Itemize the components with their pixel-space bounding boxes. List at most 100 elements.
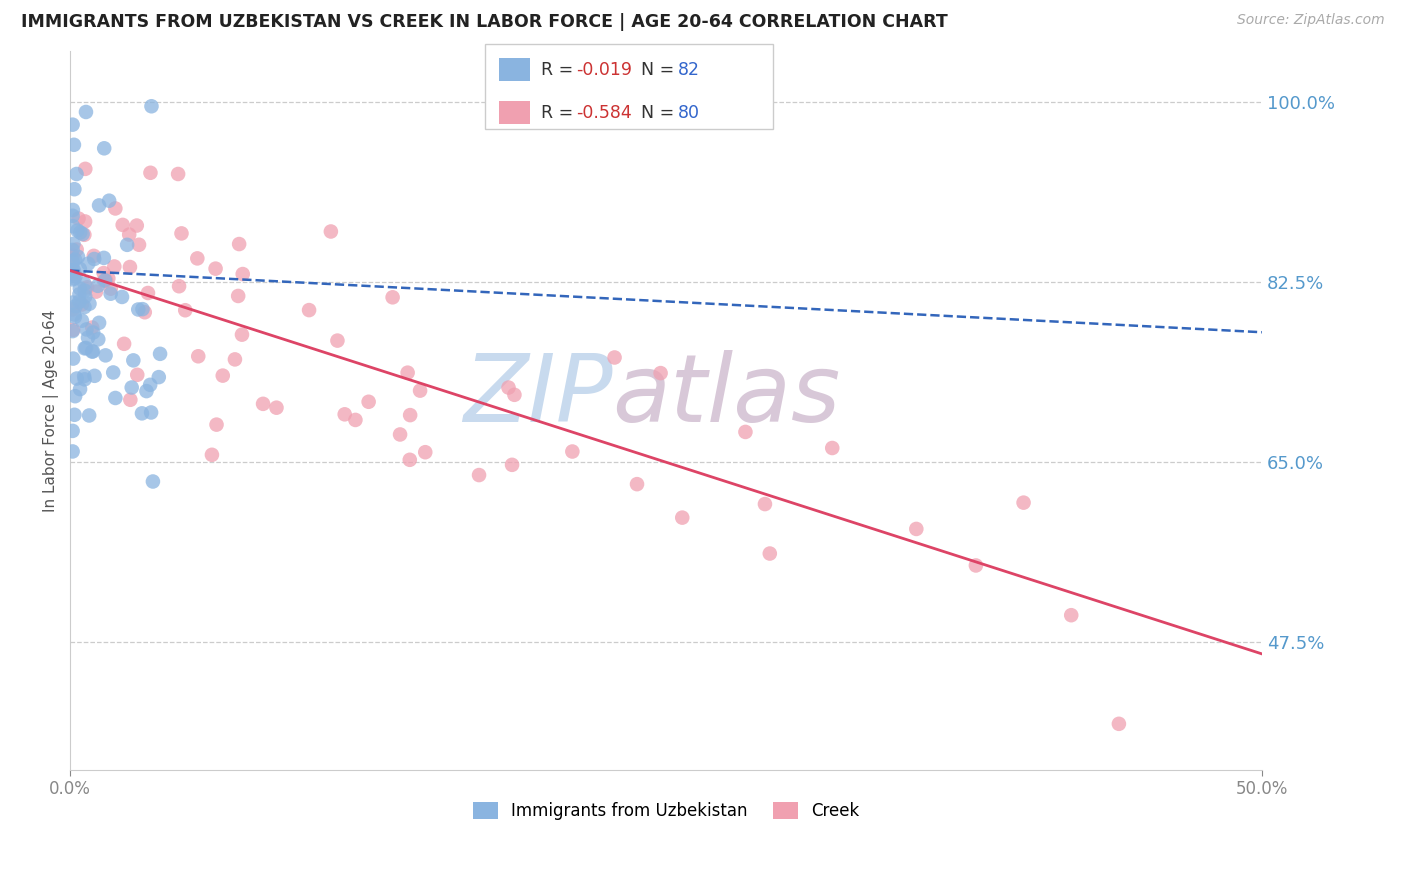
Point bbox=[111, 290, 134, 304]
Point bbox=[118, 227, 141, 242]
Point bbox=[62, 263, 84, 277]
Text: Source: ZipAtlas.com: Source: ZipAtlas.com bbox=[1237, 13, 1385, 28]
Point bbox=[103, 366, 125, 380]
Point bbox=[73, 284, 96, 298]
Point bbox=[84, 285, 107, 299]
Point bbox=[72, 227, 94, 241]
Point bbox=[115, 237, 138, 252]
Point bbox=[67, 294, 90, 309]
Point bbox=[62, 118, 84, 132]
Point bbox=[167, 279, 190, 293]
Point bbox=[131, 302, 153, 317]
Point bbox=[62, 236, 84, 251]
Point bbox=[381, 290, 404, 304]
Point bbox=[76, 280, 98, 294]
Point bbox=[63, 408, 86, 422]
Point bbox=[224, 352, 246, 367]
Text: N =: N = bbox=[630, 104, 679, 122]
Point bbox=[603, 351, 626, 365]
Point bbox=[93, 141, 115, 155]
Point bbox=[73, 277, 96, 291]
Point bbox=[69, 281, 91, 295]
Point bbox=[75, 341, 97, 355]
Point bbox=[139, 166, 162, 180]
Point bbox=[671, 510, 693, 524]
Text: ZIP: ZIP bbox=[463, 351, 613, 442]
Point bbox=[905, 522, 928, 536]
Point bbox=[127, 368, 149, 382]
Point bbox=[104, 391, 127, 405]
Point bbox=[121, 380, 143, 394]
Point bbox=[62, 302, 84, 317]
Point bbox=[187, 349, 209, 363]
Point bbox=[228, 237, 250, 252]
Point bbox=[134, 305, 156, 319]
Point bbox=[80, 344, 103, 359]
Point bbox=[201, 448, 224, 462]
Point bbox=[104, 202, 127, 216]
Point bbox=[100, 286, 122, 301]
Point bbox=[67, 211, 90, 226]
Point bbox=[344, 413, 367, 427]
Point bbox=[561, 444, 583, 458]
Point bbox=[66, 223, 89, 237]
Point bbox=[83, 252, 105, 266]
Point bbox=[122, 353, 145, 368]
Point bbox=[396, 366, 419, 380]
Y-axis label: In Labor Force | Age 20-64: In Labor Force | Age 20-64 bbox=[44, 310, 59, 511]
Point bbox=[135, 384, 157, 398]
Point bbox=[62, 444, 84, 458]
Point bbox=[501, 458, 523, 472]
Point bbox=[77, 257, 100, 271]
Point bbox=[63, 308, 86, 322]
Point bbox=[75, 105, 97, 120]
Point bbox=[62, 323, 84, 337]
Point bbox=[170, 227, 193, 241]
Text: R =: R = bbox=[541, 104, 579, 122]
Point bbox=[1012, 495, 1035, 509]
Point bbox=[821, 441, 844, 455]
Point bbox=[409, 384, 432, 398]
Point bbox=[965, 558, 987, 573]
Point bbox=[76, 322, 98, 336]
Point bbox=[63, 389, 86, 403]
Text: atlas: atlas bbox=[613, 351, 841, 442]
Point bbox=[75, 289, 97, 303]
Point bbox=[252, 397, 274, 411]
Point bbox=[319, 225, 342, 239]
Point bbox=[111, 218, 134, 232]
Point bbox=[398, 452, 420, 467]
Point bbox=[69, 262, 91, 277]
Point bbox=[1060, 608, 1083, 623]
Point bbox=[128, 237, 150, 252]
Point bbox=[93, 274, 115, 288]
Point bbox=[73, 342, 96, 356]
Point bbox=[79, 296, 101, 310]
Text: 80: 80 bbox=[678, 104, 700, 122]
Point bbox=[141, 99, 163, 113]
Point bbox=[100, 282, 122, 296]
Point bbox=[87, 278, 110, 293]
Text: N =: N = bbox=[630, 62, 679, 79]
Text: -0.584: -0.584 bbox=[576, 104, 633, 122]
Point bbox=[94, 348, 117, 362]
Point bbox=[73, 372, 96, 386]
Point bbox=[204, 261, 226, 276]
Point bbox=[82, 320, 104, 334]
Text: IMMIGRANTS FROM UZBEKISTAN VS CREEK IN LABOR FORCE | AGE 20-64 CORRELATION CHART: IMMIGRANTS FROM UZBEKISTAN VS CREEK IN L… bbox=[21, 13, 948, 31]
Point bbox=[75, 214, 97, 228]
Point bbox=[136, 285, 159, 300]
Point bbox=[98, 194, 121, 208]
Point bbox=[62, 424, 84, 438]
Point bbox=[148, 370, 170, 384]
Point bbox=[139, 377, 162, 392]
Text: 82: 82 bbox=[678, 62, 700, 79]
Point bbox=[120, 392, 142, 407]
Point bbox=[82, 326, 104, 340]
Point bbox=[69, 382, 91, 396]
Point bbox=[62, 324, 84, 338]
Point bbox=[62, 249, 84, 263]
Point bbox=[93, 266, 115, 280]
Point bbox=[468, 468, 491, 483]
Point bbox=[77, 331, 100, 345]
